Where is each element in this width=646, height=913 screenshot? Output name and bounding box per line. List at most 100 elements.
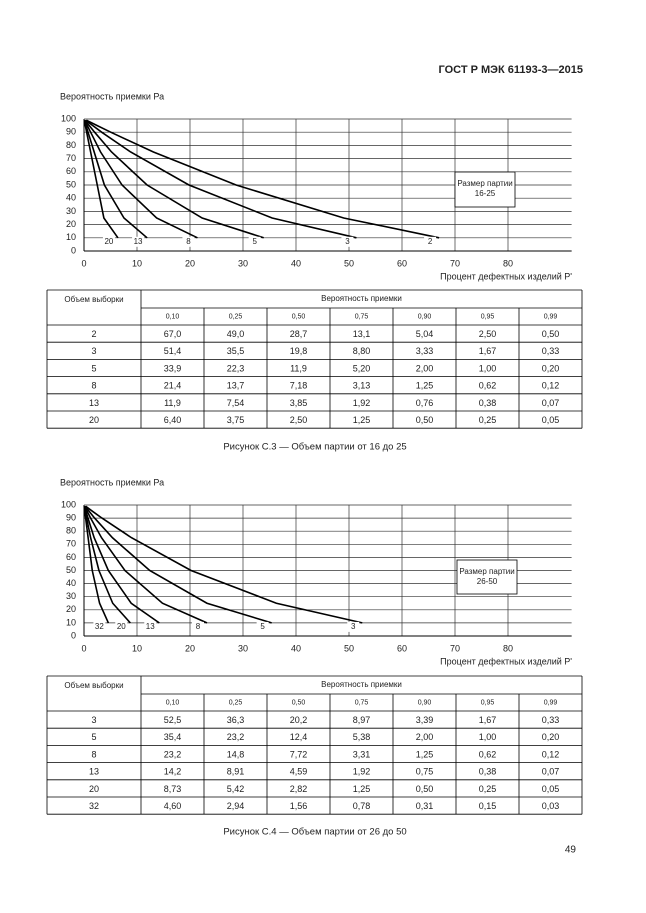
- curve-label: 20: [104, 237, 113, 246]
- oc-curve: [83, 119, 198, 239]
- y-tick-label: 0: [71, 245, 76, 255]
- curve-label: 5: [252, 237, 257, 246]
- table-cell: 1,25: [353, 415, 371, 425]
- oc-curve: [83, 506, 110, 624]
- curve-label-bg: [248, 236, 261, 247]
- x-tick-label: 50: [344, 643, 354, 653]
- oc-curve: [84, 119, 264, 239]
- x-tick-label: 30: [238, 643, 248, 653]
- curve-label: 32: [95, 622, 104, 631]
- y-tick-label: 80: [66, 526, 76, 536]
- x-tick-label: 40: [291, 643, 301, 653]
- note-text: 16-25: [475, 189, 496, 198]
- oc-curve: [83, 120, 119, 239]
- table-cell: 0,50: [416, 415, 434, 425]
- table-cell: 0,75: [416, 767, 434, 777]
- table-cell: 5: [91, 732, 96, 742]
- column-header: 0,25: [229, 699, 243, 706]
- table-cell: 0,62: [479, 749, 497, 759]
- x-tick-label: 40: [291, 258, 301, 268]
- table-cell: 0,05: [542, 415, 560, 425]
- table-cell: 20: [89, 415, 99, 425]
- y-tick-label: 30: [66, 206, 76, 216]
- curve-label-bg: [341, 236, 354, 247]
- curve-label: 13: [134, 237, 143, 246]
- oc-curve: [83, 505, 208, 624]
- note-text: Размер партии: [459, 567, 514, 576]
- column-header: 0,50: [292, 313, 306, 320]
- y-tick-label: 70: [66, 153, 76, 163]
- table-cell: 0,38: [479, 398, 497, 408]
- y-tick-label: 0: [71, 630, 76, 640]
- table-cell: 0,33: [542, 715, 560, 725]
- table-cell: 0,07: [542, 398, 560, 408]
- table-cell: 1,25: [416, 381, 434, 391]
- table-cell: 3,33: [416, 346, 434, 356]
- table-cell: 2: [91, 329, 96, 339]
- curve-label-bg: [191, 621, 204, 632]
- table-cell: 0,31: [416, 801, 434, 811]
- table-cell: 22,3: [227, 363, 245, 373]
- table-cell: 19,8: [290, 346, 308, 356]
- table-cell: 13: [89, 767, 99, 777]
- table-cell: 2,00: [416, 363, 434, 373]
- y-tick-label: 60: [66, 552, 76, 562]
- table-cell: 0,25: [479, 784, 497, 794]
- table-cell: 8,80: [353, 346, 371, 356]
- table-cell: 0,33: [542, 346, 560, 356]
- curve-label-bg: [115, 621, 128, 632]
- table-group: Вероятность приемки: [321, 294, 402, 303]
- column-header: 0,99: [544, 313, 558, 320]
- table-cell: 14,8: [227, 749, 245, 759]
- table-cell: 23,2: [227, 732, 245, 742]
- table-cell: 35,5: [227, 346, 245, 356]
- column-header: 0,99: [544, 699, 558, 706]
- column-header: 0,95: [481, 313, 495, 320]
- note-box: [456, 559, 518, 595]
- y-tick-label: 40: [66, 193, 76, 203]
- table-cell: 3,75: [227, 415, 245, 425]
- table-cell: 33,9: [164, 363, 182, 373]
- curve-label: 13: [146, 622, 155, 631]
- x-tick-label: 80: [503, 258, 513, 268]
- table-cell: 8,73: [164, 784, 182, 794]
- table-cell: 8,97: [353, 715, 371, 725]
- table-cell: 4,60: [164, 801, 182, 811]
- curve-label-bg: [347, 621, 360, 632]
- curve-label-bg: [132, 236, 145, 247]
- table-cell: 8: [91, 381, 96, 391]
- table-cell: 3: [91, 346, 96, 356]
- x-tick-label: 50: [344, 258, 354, 268]
- y-tick-label: 90: [66, 512, 76, 522]
- x-tick-label: 70: [450, 258, 460, 268]
- x-tick-label: 10: [132, 643, 142, 653]
- column-header: 0,75: [355, 699, 369, 706]
- column-header: 0,95: [481, 699, 495, 706]
- table-cell: 0,78: [353, 801, 371, 811]
- y-tick-label: 10: [66, 232, 76, 242]
- table-cell: 8: [91, 749, 96, 759]
- column-header: 0,50: [292, 699, 306, 706]
- table-cell: 7,72: [290, 749, 308, 759]
- table-cell: 13,1: [353, 329, 371, 339]
- x-axis-label: Процент дефектных изделий Р': [440, 271, 572, 281]
- table-cell: 49,0: [227, 329, 245, 339]
- table-cell: 1,92: [353, 767, 371, 777]
- table-cell: 3,31: [353, 749, 371, 759]
- column-header: 0,10: [166, 313, 180, 320]
- page-number: 49: [565, 845, 577, 856]
- x-tick-label: 0: [81, 258, 86, 268]
- oc-curve: [83, 506, 160, 624]
- oc-curve: [85, 505, 363, 624]
- table-cell: 7,18: [290, 381, 308, 391]
- curve-label: 3: [351, 622, 356, 631]
- x-tick-label: 70: [450, 643, 460, 653]
- table-cell: 3: [91, 715, 96, 725]
- table-cell: 52,5: [164, 715, 182, 725]
- table-cell: 7,54: [227, 398, 245, 408]
- curve-label: 20: [117, 622, 126, 631]
- table-cell: 5,20: [353, 363, 371, 373]
- x-tick-label: 60: [397, 643, 407, 653]
- x-tick-label: 60: [397, 258, 407, 268]
